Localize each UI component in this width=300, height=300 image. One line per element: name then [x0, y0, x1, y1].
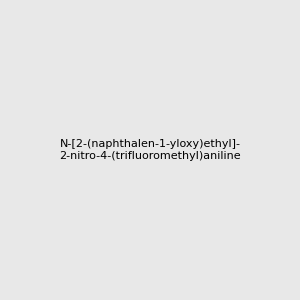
Text: N-[2-(naphthalen-1-yloxy)ethyl]-
2-nitro-4-(trifluoromethyl)aniline: N-[2-(naphthalen-1-yloxy)ethyl]- 2-nitro… — [59, 139, 241, 161]
